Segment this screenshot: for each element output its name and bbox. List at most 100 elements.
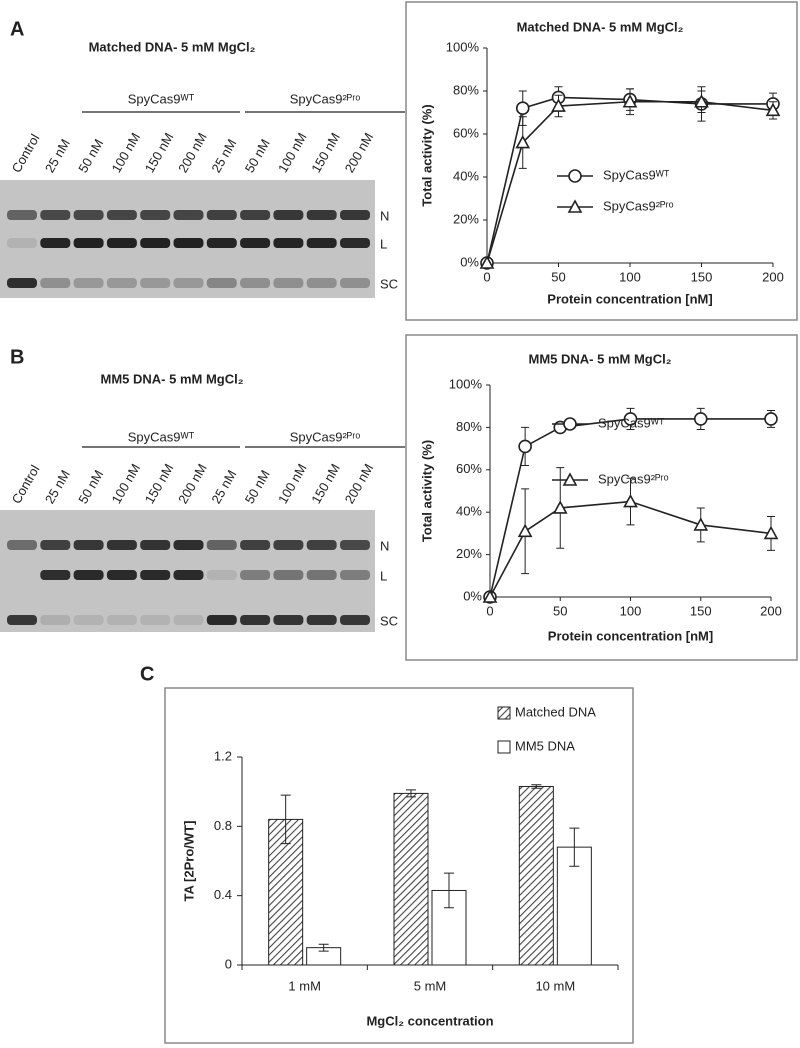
gel-band: [40, 570, 71, 580]
gel-band: [306, 570, 337, 580]
lane-label: 200 nM: [342, 130, 377, 175]
x-tick-label: 50: [551, 269, 565, 284]
gel-band: [73, 278, 104, 288]
lane-label: 150 nM: [308, 461, 343, 506]
gel-band: [40, 540, 71, 550]
x-tick-label: 150: [691, 269, 713, 284]
gel-band: [340, 278, 370, 288]
bar: [518, 785, 554, 966]
marker: [622, 94, 638, 108]
gel-band: [106, 278, 137, 288]
bar: [431, 889, 467, 966]
gel-band: [206, 210, 237, 220]
legend-label: SpyCas9²ᴾʳᵒ: [598, 471, 669, 486]
marker: [693, 517, 709, 531]
x-axis-label: MgCl₂ concentration: [366, 1013, 493, 1028]
gel-band: [173, 238, 204, 248]
chart-frame: [405, 1, 798, 321]
legend-marker: [562, 472, 578, 486]
gel-band: [7, 278, 37, 288]
legend-marker: [568, 169, 582, 183]
gel-band: [173, 278, 204, 288]
chart-frame: [164, 687, 634, 1044]
lane-label: Control: [9, 462, 43, 506]
legend-label: SpyCas9ᵂᵀ: [598, 415, 665, 430]
y-tick-label: 60%: [453, 125, 479, 140]
marker: [693, 412, 708, 426]
gel-band: [340, 238, 370, 248]
marker: [552, 500, 568, 514]
lane-label: 50 nM: [75, 467, 106, 506]
legend-marker: [567, 199, 583, 213]
band-label: L: [380, 236, 387, 251]
y-tick-label: 80%: [453, 82, 479, 97]
chart-title: Matched DNA- 5 mM MgCl₂: [517, 19, 684, 34]
gel-band: [273, 278, 304, 288]
y-tick-label: 60%: [456, 461, 482, 476]
series-line: [489, 418, 771, 598]
marker: [764, 412, 778, 426]
gel-band: [306, 238, 337, 248]
y-axis-label: TA [2Pro/WT]: [181, 821, 196, 902]
gel-band: [340, 615, 370, 625]
y-tick-label: 20%: [456, 546, 482, 561]
lane-label: 150 nM: [142, 130, 177, 175]
x-tick-label: 100: [619, 269, 641, 284]
error-bar: [569, 827, 580, 867]
gel-band: [306, 210, 337, 220]
y-tick-label: 1.2: [214, 748, 232, 763]
panel-label: B: [10, 346, 24, 368]
marker: [515, 101, 530, 115]
gel-band: [240, 238, 271, 248]
legend-label: MM5 DNA: [515, 738, 575, 753]
lane-group-label: SpyCas9²ᴾʳᵒ: [290, 429, 361, 444]
band-label: SC: [380, 613, 398, 628]
marker: [515, 134, 531, 149]
lane-label: 25 nM: [208, 136, 239, 175]
x-axis-label: Protein concentration [nM]: [548, 628, 713, 643]
gel-band: [240, 570, 271, 580]
gel-band: [273, 540, 304, 550]
series-line: [486, 100, 774, 264]
gel-band: [40, 615, 71, 625]
lane-label: 100 nM: [108, 130, 143, 175]
marker: [765, 102, 781, 117]
gel-band: [173, 615, 204, 625]
gel-band: [40, 278, 71, 288]
gel-band: [173, 210, 204, 220]
lane-label: 25 nM: [208, 467, 239, 506]
gel-band: [206, 540, 237, 550]
gel-band: [273, 210, 304, 220]
gel-band: [206, 570, 237, 580]
x-tick-label: 0: [483, 269, 490, 284]
gel-band: [173, 540, 204, 550]
gel-band: [140, 615, 171, 625]
gel-band: [140, 238, 171, 248]
y-tick-label: 40%: [456, 504, 482, 519]
gel-band: [106, 615, 137, 625]
y-axis-label: Total activity (%): [419, 440, 434, 542]
error-bar: [406, 789, 416, 798]
error-bar: [318, 943, 329, 952]
y-tick-label: 20%: [453, 211, 479, 226]
bar: [393, 792, 429, 966]
gel-band: [240, 210, 271, 220]
x-tick-label: 50: [553, 603, 567, 618]
gel-band: [273, 238, 304, 248]
band-label: L: [380, 568, 387, 583]
gel-band: [140, 540, 171, 550]
y-tick-label: 100%: [446, 39, 480, 54]
x-tick-label: 200: [762, 269, 784, 284]
chart-title: MM5 DNA- 5 mM MgCl₂: [529, 351, 672, 366]
x-tick-label: 100: [620, 603, 642, 618]
legend-swatch: [497, 740, 511, 754]
gel-band: [7, 210, 37, 220]
y-axis-label: Total activity (%): [419, 104, 434, 206]
lane-label: Control: [9, 131, 43, 175]
panel-label: C: [140, 663, 154, 685]
gel-band: [73, 210, 104, 220]
gel-band: [73, 540, 104, 550]
marker: [479, 255, 495, 269]
lane-label: 25 nM: [42, 467, 73, 506]
